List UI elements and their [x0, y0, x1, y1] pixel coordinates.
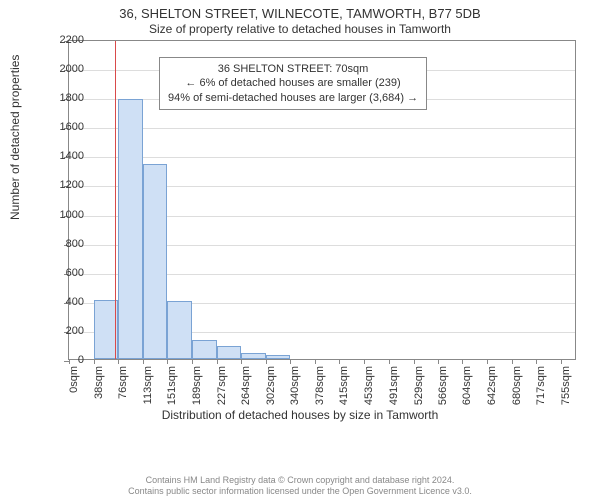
ytick-label: 1200: [44, 179, 84, 191]
info-box-line: 94% of semi-detached houses are larger (…: [168, 91, 418, 105]
ytick-label: 1400: [44, 150, 84, 162]
ytick-label: 0: [44, 354, 84, 366]
xtick-mark: [536, 359, 537, 364]
ytick-label: 600: [44, 267, 84, 279]
xtick-mark: [414, 359, 415, 364]
xtick-mark: [118, 359, 119, 364]
histogram-bar: [118, 99, 142, 359]
xtick-mark: [339, 359, 340, 364]
xtick-mark: [241, 359, 242, 364]
info-box-line: 36 SHELTON STREET: 70sqm: [168, 62, 418, 76]
ytick-label: 2200: [44, 34, 84, 46]
ytick-label: 2000: [44, 63, 84, 75]
xtick-mark: [512, 359, 513, 364]
page-subtitle: Size of property relative to detached ho…: [10, 22, 590, 36]
ytick-label: 1600: [44, 121, 84, 133]
footer-line-2: Contains public sector information licen…: [0, 486, 600, 497]
plot-area: 36 SHELTON STREET: 70sqm← 6% of detached…: [68, 40, 576, 360]
xtick-mark: [487, 359, 488, 364]
ytick-label: 1000: [44, 209, 84, 221]
footer-line-1: Contains HM Land Registry data © Crown c…: [0, 475, 600, 486]
info-box: 36 SHELTON STREET: 70sqm← 6% of detached…: [159, 57, 427, 110]
y-axis-label: Number of detached properties: [8, 55, 22, 220]
xtick-mark: [462, 359, 463, 364]
xtick-mark: [94, 359, 95, 364]
histogram-bar: [266, 355, 291, 359]
xtick-mark: [438, 359, 439, 364]
histogram-bar: [241, 353, 266, 359]
xtick-mark: [315, 359, 316, 364]
ytick-label: 800: [44, 238, 84, 250]
page-title: 36, SHELTON STREET, WILNECOTE, TAMWORTH,…: [10, 6, 590, 21]
xtick-mark: [143, 359, 144, 364]
gridline: [69, 128, 575, 129]
xtick-mark: [364, 359, 365, 364]
histogram-bar: [167, 301, 192, 359]
histogram-bar: [192, 340, 217, 359]
ytick-label: 400: [44, 296, 84, 308]
x-axis-label: Distribution of detached houses by size …: [0, 408, 600, 422]
gridline: [69, 157, 575, 158]
xtick-mark: [561, 359, 562, 364]
marker-line: [115, 41, 116, 359]
histogram-bar: [143, 164, 168, 359]
info-box-line: ← 6% of detached houses are smaller (239…: [168, 76, 418, 90]
xtick-mark: [389, 359, 390, 364]
xtick-mark: [266, 359, 267, 364]
title-block: 36, SHELTON STREET, WILNECOTE, TAMWORTH,…: [0, 0, 600, 38]
ytick-label: 1800: [44, 92, 84, 104]
footer: Contains HM Land Registry data © Crown c…: [0, 475, 600, 497]
xtick-mark: [192, 359, 193, 364]
xtick-mark: [290, 359, 291, 364]
histogram-bar: [217, 346, 241, 359]
xtick-mark: [217, 359, 218, 364]
xtick-mark: [167, 359, 168, 364]
ytick-label: 200: [44, 325, 84, 337]
chart-wrapper: Number of detached properties 36 SHELTON…: [0, 40, 600, 440]
